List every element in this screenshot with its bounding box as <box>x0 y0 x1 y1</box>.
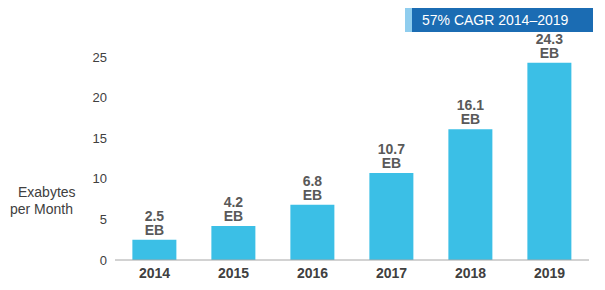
svg-text:2016: 2016 <box>297 265 328 281</box>
svg-text:6.8EB: 6.8EB <box>303 173 323 203</box>
svg-text:10.7EB: 10.7EB <box>378 141 405 171</box>
svg-text:2.5EB: 2.5EB <box>145 208 165 238</box>
svg-text:2014: 2014 <box>139 265 170 281</box>
svg-text:0: 0 <box>100 253 107 268</box>
svg-text:2015: 2015 <box>218 265 249 281</box>
html-text:Exabytes: Exabytes <box>18 184 76 200</box>
svg-text:5: 5 <box>100 212 107 227</box>
html-text:57% CAGR 2014–2019: 57% CAGR 2014–2019 <box>422 12 569 28</box>
svg-text:25: 25 <box>93 50 107 65</box>
svg-text:2019: 2019 <box>534 265 565 281</box>
svg-text:10: 10 <box>93 171 107 186</box>
svg-text:20: 20 <box>93 90 107 105</box>
svg-text:2018: 2018 <box>455 265 486 281</box>
svg-text:2017: 2017 <box>376 265 407 281</box>
svg-text:4.2EB: 4.2EB <box>224 194 244 224</box>
svg-text:24.3EB: 24.3EB <box>536 31 563 61</box>
html-text:per Month: per Month <box>10 201 73 217</box>
svg-text:16.1EB: 16.1EB <box>457 97 484 127</box>
svg-text:15: 15 <box>93 131 107 146</box>
